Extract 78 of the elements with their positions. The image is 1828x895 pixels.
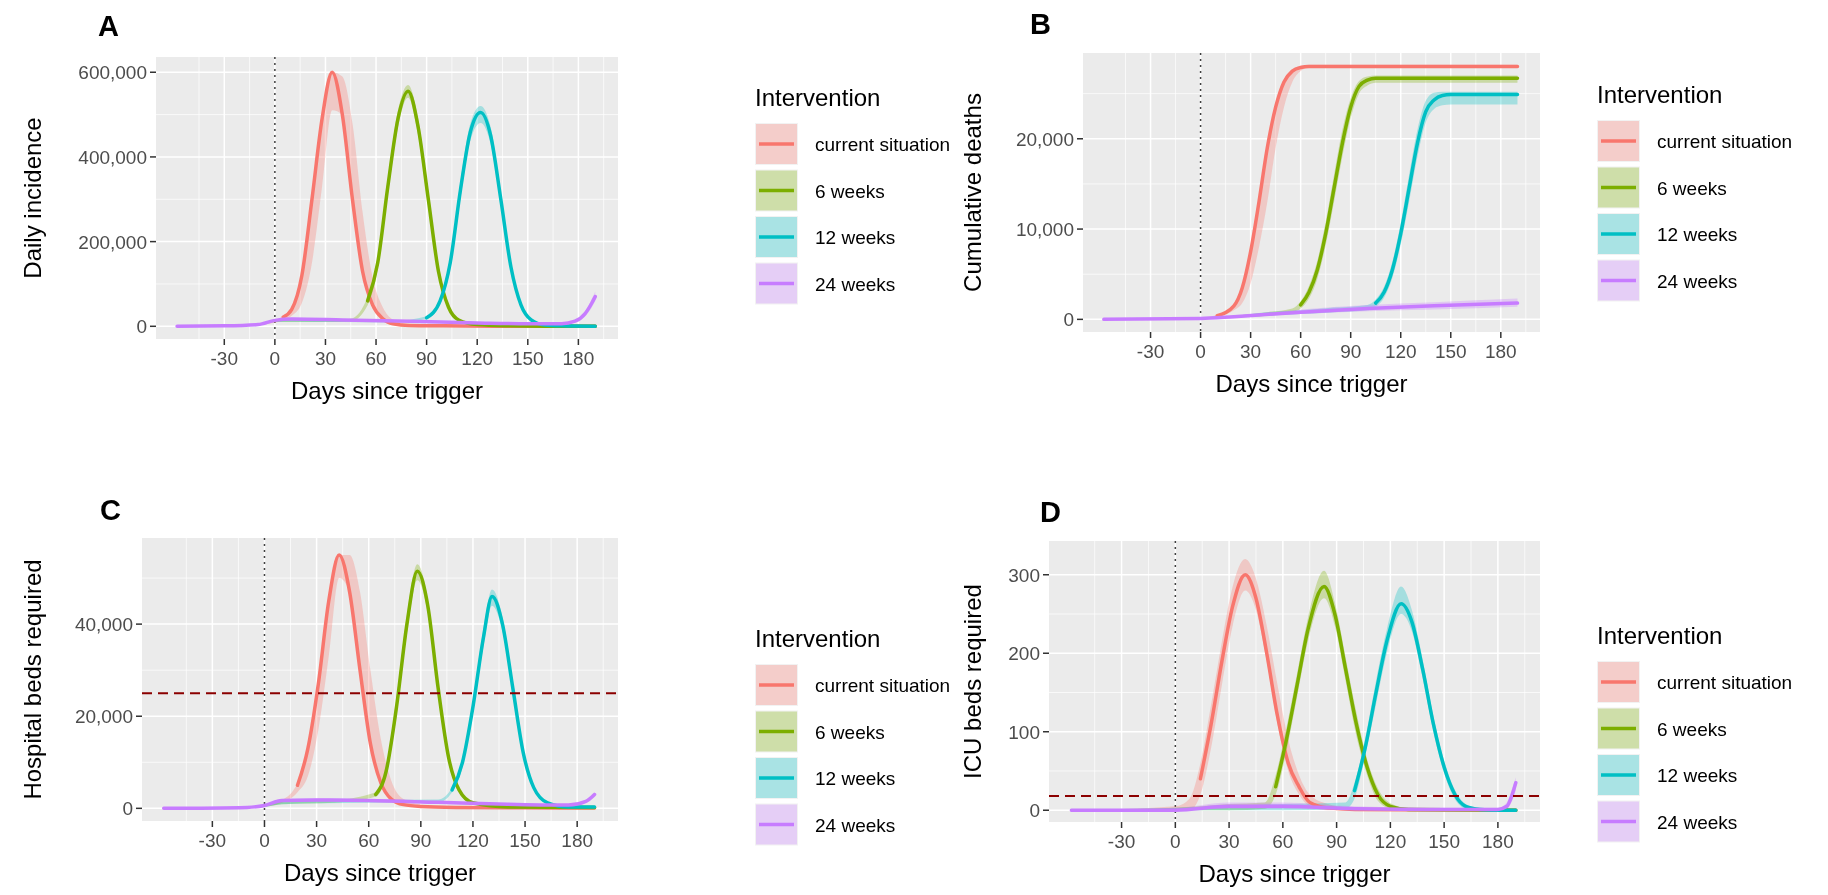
x-tick-label: -30 [210,348,239,369]
legend-label: 6 weeks [1657,177,1727,199]
x-tick-label: 0 [259,830,270,851]
y-axis-title: Daily incidence [18,117,46,279]
y-tick-label: 20,000 [1015,128,1074,150]
y-tick-label: 20,000 [74,706,133,728]
y-tick-label: 0 [1063,309,1074,331]
x-tick-label: 150 [511,348,544,369]
legend-label: 6 weeks [815,721,885,743]
legend-title: Intervention [755,84,881,111]
y-axis-title: ICU beds required [958,584,986,779]
legend-label: 12 weeks [1657,765,1738,786]
legend-label: 24 weeks [1657,811,1738,833]
y-tick-label: 300 [1008,564,1040,586]
y-tick-label: 0 [122,798,133,820]
legend-label: 12 weeks [815,768,896,789]
legend-title: Intervention [1597,81,1723,108]
x-tick-label: 60 [358,830,380,851]
x-tick-label: 30 [1218,831,1240,852]
chart-title: D [1040,496,1061,528]
y-tick-label: 100 [1008,721,1040,743]
y-tick-label: 200,000 [78,231,147,253]
x-tick-label: -30 [198,830,227,851]
legend-label: 12 weeks [1657,224,1738,245]
y-tick-label: 200 [1008,643,1040,665]
x-axis-title: Days since trigger [1215,370,1408,397]
legend-label: 6 weeks [815,180,885,202]
legend-label: current situation [1657,131,1793,152]
x-tick-label: -30 [1107,831,1136,852]
y-tick-label: 400,000 [78,146,147,168]
x-axis-title: Days since trigger [283,859,477,886]
legend-label: 24 weeks [1657,270,1738,292]
x-tick-label: 90 [1340,341,1362,362]
x-tick-label: 90 [1326,831,1348,852]
y-tick-label: 10,000 [1015,219,1074,241]
y-tick-label: 40,000 [74,614,133,636]
legend-label: 24 weeks [815,814,896,836]
y-tick-label: 0 [136,316,147,338]
x-tick-label: 120 [1384,341,1417,362]
legend-title: Intervention [1597,622,1723,649]
legend-label: current situation [1657,672,1793,693]
x-tick-label: 180 [1482,831,1514,852]
chart-title: A [98,10,119,42]
x-tick-label: 60 [1272,831,1294,852]
x-axis-title: Days since trigger [1198,860,1391,887]
legend-label: current situation [815,675,951,696]
chart-title: C [100,494,121,526]
x-tick-label: 180 [561,830,594,851]
legend-label: current situation [815,134,951,155]
x-tick-label: 90 [410,830,432,851]
x-tick-label: 60 [365,348,387,369]
chart-title: B [1030,8,1051,40]
x-tick-label: 0 [1170,831,1181,852]
x-tick-label: 150 [1428,831,1460,852]
y-tick-label: 0 [1029,800,1040,822]
x-tick-label: 30 [306,830,328,851]
x-tick-label: 120 [1374,831,1407,852]
x-tick-label: 150 [1434,341,1467,362]
y-axis-title: Hospital beds required [18,559,46,800]
x-tick-label: 120 [457,830,489,851]
x-tick-label: 60 [1290,341,1312,362]
x-tick-label: 90 [416,348,438,369]
legend-label: 12 weeks [815,227,896,248]
x-tick-label: 180 [562,348,595,369]
legend-title: Intervention [755,625,881,652]
legend-label: 6 weeks [1657,718,1727,740]
x-axis-title: Days since trigger [290,377,484,404]
x-tick-label: 0 [269,348,281,369]
x-tick-label: 120 [461,348,494,369]
y-tick-label: 600,000 [78,62,147,84]
x-tick-label: 180 [1484,341,1517,362]
x-tick-label: 150 [509,830,541,851]
x-tick-label: 0 [1195,341,1206,362]
x-tick-label: 30 [1240,341,1262,362]
y-axis-title: Cumulative deaths [958,93,986,292]
x-tick-label: -30 [1136,341,1165,362]
legend-label: 24 weeks [815,273,896,295]
x-tick-label: 30 [314,348,337,369]
